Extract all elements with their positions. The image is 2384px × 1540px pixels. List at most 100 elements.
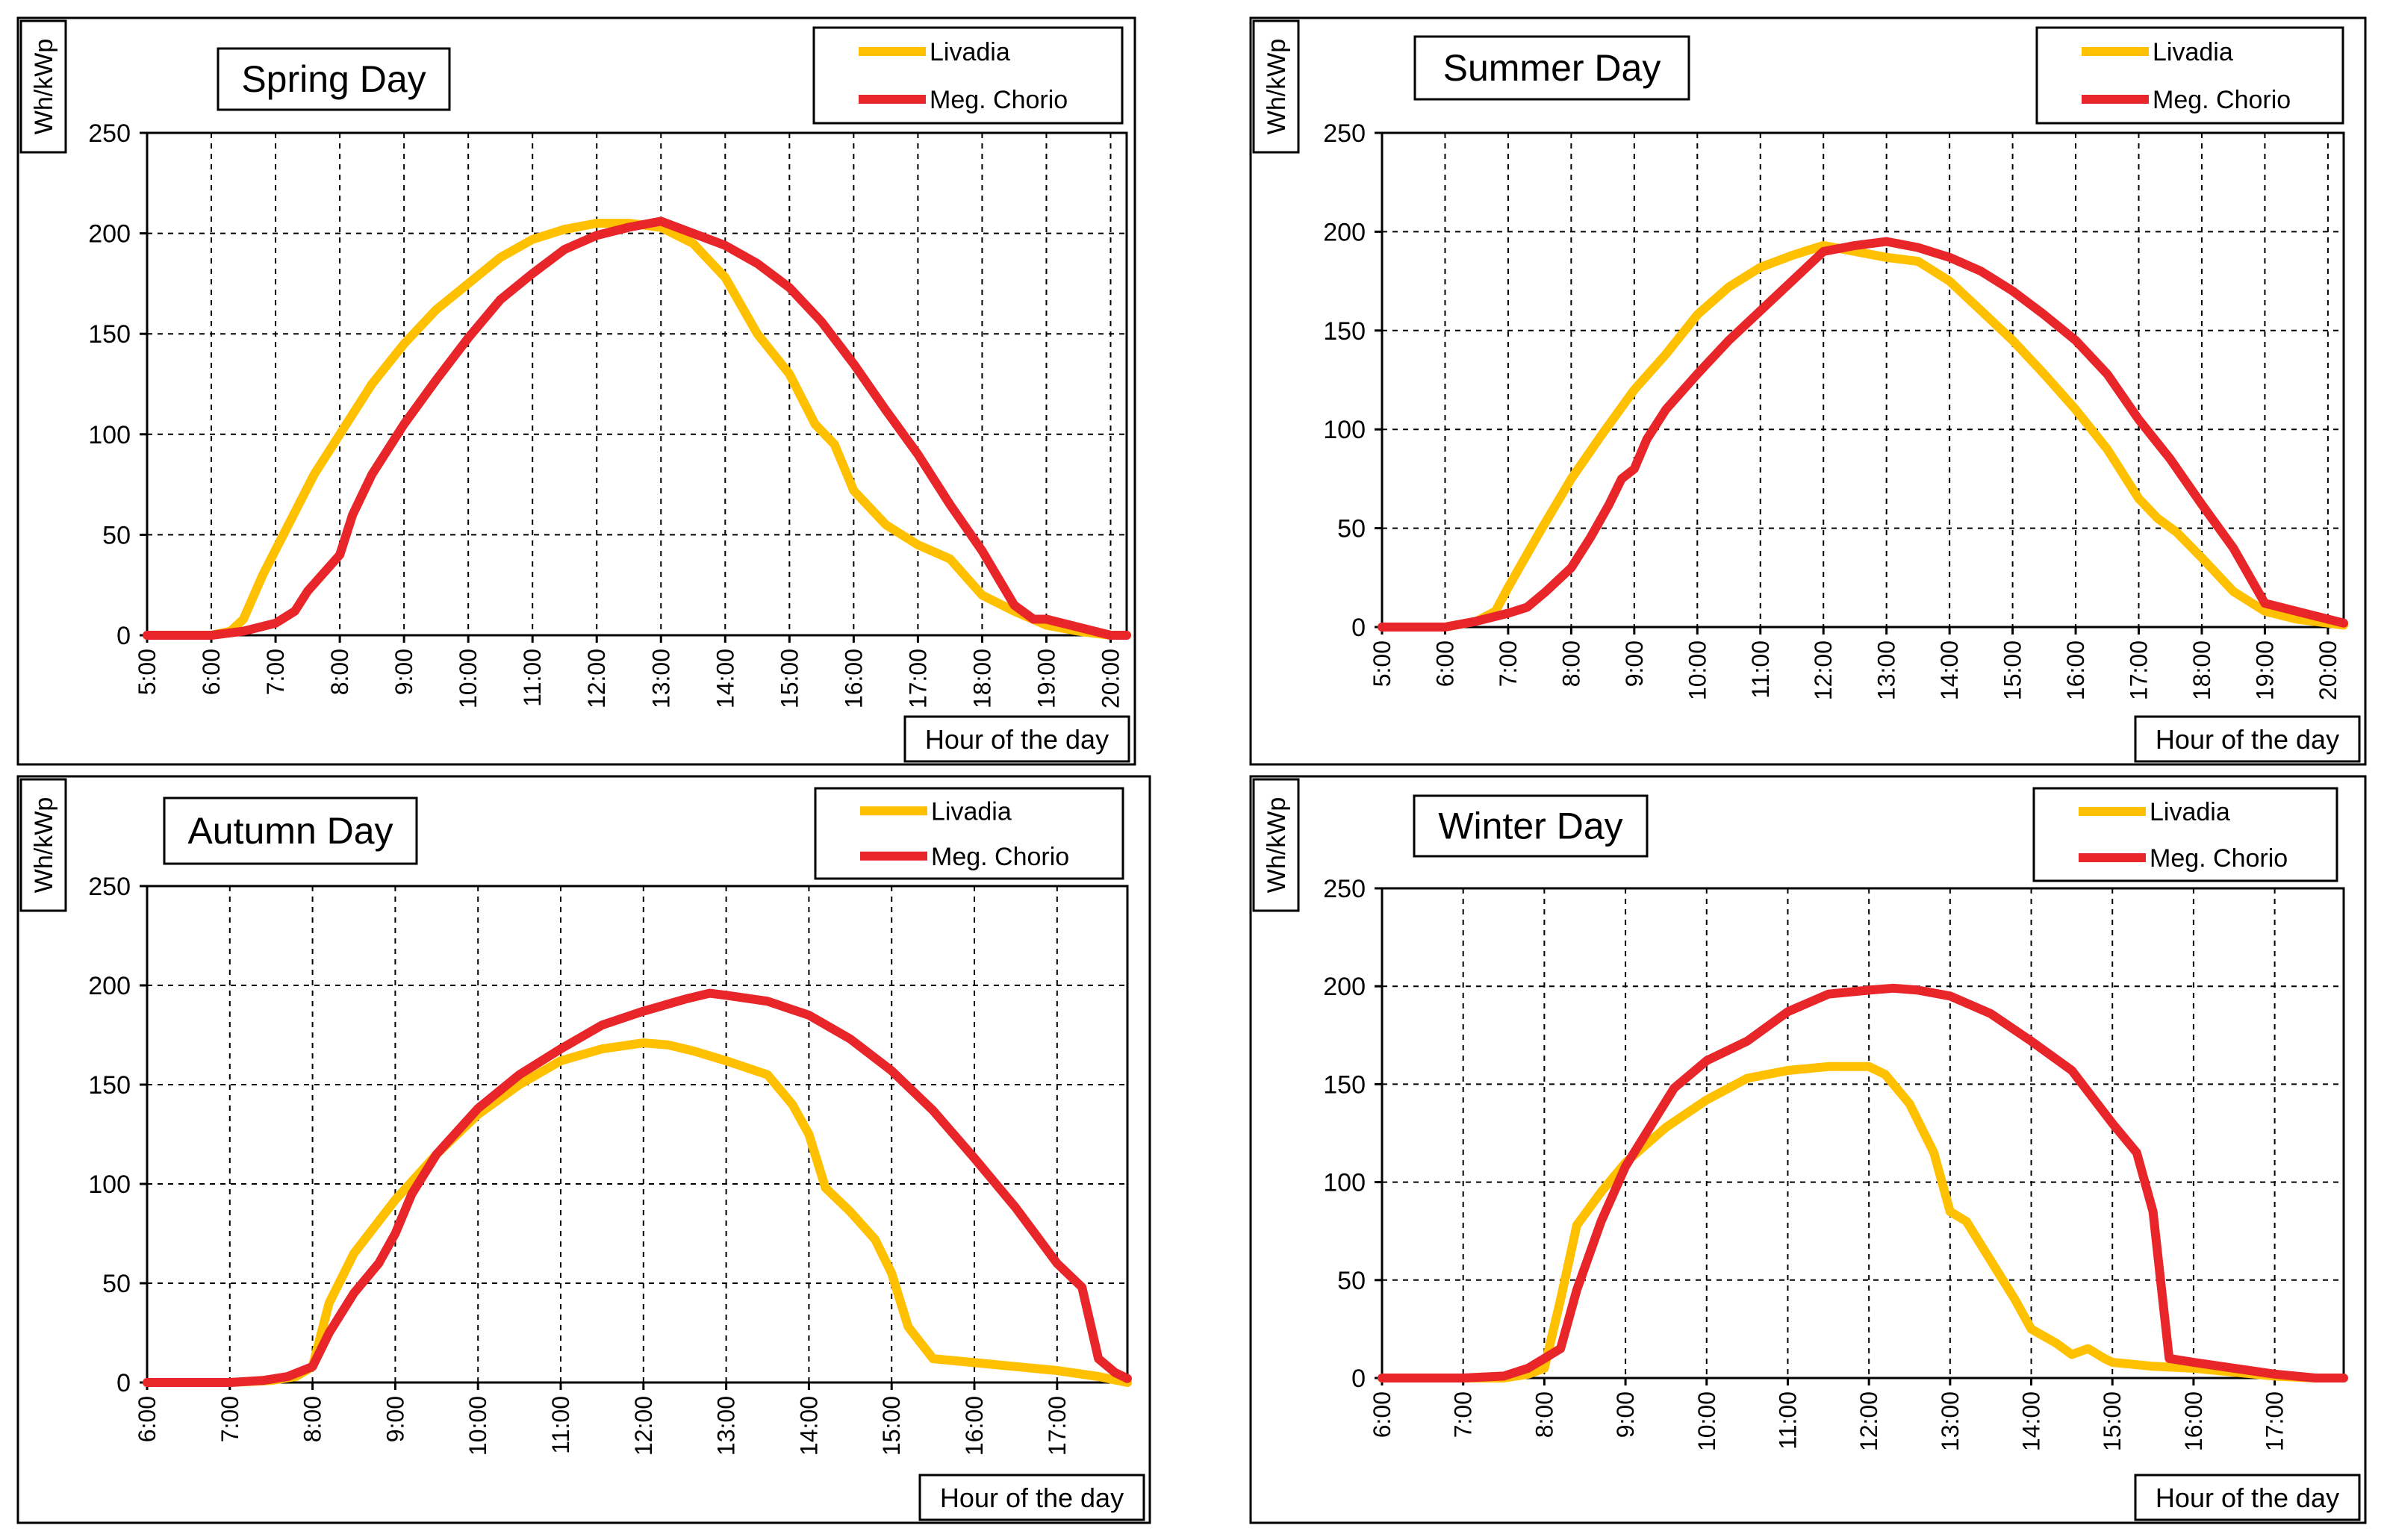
x-axis-label: Hour of the day (940, 1483, 1124, 1513)
chart-panels: 0 50 100 150 200 250 5:00 6:00 7:00 8:00 9:00 10:00… (16, 16, 2367, 1524)
gridlines (1382, 133, 2344, 627)
chart-title-box (1413, 35, 1690, 101)
y-axis-label: Wh/kWp (1263, 797, 1291, 893)
chart-title-box (163, 797, 418, 865)
y-tick-label: 50 (102, 1270, 131, 1298)
x-tick-label: 9:00 (382, 1396, 408, 1442)
y-tick-label: 250 (88, 119, 131, 148)
chart-panel-4: 0 50 100 150 200 250 6:00 7:00 8:00 9:00 10:00 11:0… (1249, 775, 2367, 1524)
y-tick-label: 50 (1337, 1267, 1366, 1295)
chart-title: Winter Day (1438, 805, 1622, 847)
series-line-livadia (1378, 1062, 2348, 1382)
x-tick-label: 6:00 (198, 649, 225, 695)
legend-label: Livadia (930, 38, 1010, 66)
series-line-meg-chorio (143, 216, 1131, 640)
chart-title: Autumn Day (187, 810, 393, 852)
legend-box (812, 26, 1124, 125)
x-tick-label: 20:00 (1097, 649, 1124, 708)
chart-title-box (217, 47, 451, 111)
plot-area (1381, 131, 2345, 629)
x-tick-label: 7:00 (1450, 1391, 1477, 1438)
x-tick-label: 16:00 (2180, 1391, 2207, 1451)
y-tick-label: 250 (88, 873, 131, 901)
x-tick-label: 15:00 (2099, 1391, 2126, 1451)
y-axis-label-box (1252, 19, 1300, 154)
x-tick-label: 12:00 (1810, 640, 1837, 700)
y-axis-label-box (19, 778, 67, 912)
chart-frame (1249, 16, 2367, 766)
y-tick-label: 250 (1323, 875, 1366, 903)
x-tick-label: 14:00 (795, 1396, 822, 1456)
x-axis-label-box (903, 715, 1130, 763)
x-tick-label: 20:00 (2315, 640, 2341, 700)
chart-panel-2: 0 50 100 150 200 250 5:00 6:00 7:00 8:00 9:00 10:00… (1249, 16, 2367, 766)
series-line-livadia (1378, 240, 2348, 632)
chart-frame (16, 16, 1136, 766)
y-tick-label: 150 (88, 1071, 131, 1100)
y-tick-label: 100 (88, 421, 131, 449)
y-tick-label: 250 (1323, 119, 1366, 148)
x-tick-label: 12:00 (583, 649, 610, 708)
y-tick-label: 150 (1323, 317, 1366, 346)
plot-area (146, 131, 1128, 637)
y-tick-label: 150 (1323, 1070, 1366, 1099)
x-tick-label: 11:00 (547, 1396, 574, 1454)
series-line-meg-chorio (1378, 237, 2348, 632)
legend-box (2035, 26, 2344, 125)
legend-label: Livadia (931, 797, 1012, 826)
x-tick-label: 13:00 (1873, 640, 1900, 700)
x-tick-label: 7:00 (262, 649, 289, 695)
x-tick-label: 13:00 (1937, 1391, 1964, 1451)
x-tick-label: 17:00 (904, 649, 931, 708)
y-tick-label: 200 (88, 972, 131, 1000)
y-tick-label: 150 (88, 320, 131, 349)
x-tick-label: 11:00 (1747, 640, 1774, 699)
y-axis-label-box (19, 19, 67, 154)
y-tick-label: 0 (116, 622, 131, 650)
x-tick-label: 16:00 (2062, 640, 2089, 700)
x-tick-label: 16:00 (840, 649, 867, 708)
x-tick-label: 7:00 (217, 1396, 243, 1442)
x-tick-label: 14:00 (2018, 1391, 2045, 1451)
x-tick-label: 5:00 (1369, 640, 1395, 687)
x-tick-label: 6:00 (1431, 640, 1458, 687)
x-tick-label: 9:00 (1612, 1391, 1639, 1438)
x-tick-label: 8:00 (299, 1396, 326, 1442)
plot-area (146, 885, 1129, 1384)
x-axis-label: Hour of the day (925, 724, 1109, 755)
legend-label: Meg. Chorio (930, 86, 1068, 114)
y-axis-label: Wh/kWp (1263, 39, 1291, 134)
x-tick-label: 10:00 (1693, 1391, 1720, 1451)
x-tick-label: 13:00 (713, 1396, 740, 1456)
x-tick-label: 10:00 (1684, 640, 1711, 700)
legend-label: Meg. Chorio (2150, 844, 2288, 873)
chart-frame (1249, 775, 2367, 1524)
x-tick-label: 6:00 (134, 1396, 161, 1442)
x-axis-label-box (918, 1474, 1145, 1521)
y-axis-label: Wh/kWp (30, 797, 58, 893)
y-tick-label: 50 (102, 521, 131, 549)
legend-label: Meg. Chorio (2153, 86, 2291, 114)
x-tick-label: 13:00 (647, 649, 674, 708)
x-tick-label: 18:00 (2188, 640, 2215, 700)
x-tick-label: 14:00 (712, 649, 738, 708)
x-tick-label: 14:00 (1936, 640, 1963, 700)
x-tick-label: 17:00 (2126, 640, 2153, 700)
x-tick-label: 8:00 (1557, 640, 1584, 687)
legend-label: Meg. Chorio (931, 843, 1069, 871)
x-tick-label: 5:00 (134, 649, 161, 695)
x-tick-label: 11:00 (1774, 1391, 1801, 1450)
x-tick-label: 11:00 (519, 649, 546, 707)
x-tick-label: 8:00 (1531, 1391, 1557, 1438)
y-tick-label: 100 (88, 1170, 131, 1199)
x-axis-label-box (2134, 1474, 2361, 1521)
y-tick-label: 100 (1323, 416, 1366, 444)
x-tick-label: 15:00 (878, 1396, 905, 1456)
x-axis-label: Hour of the day (2156, 1483, 2339, 1513)
x-tick-label: 18:00 (968, 649, 995, 708)
y-tick-label: 50 (1337, 515, 1366, 543)
x-tick-label: 12:00 (1855, 1391, 1882, 1451)
series-line-meg-chorio (1378, 983, 2348, 1382)
chart-title-box (1413, 794, 1649, 858)
